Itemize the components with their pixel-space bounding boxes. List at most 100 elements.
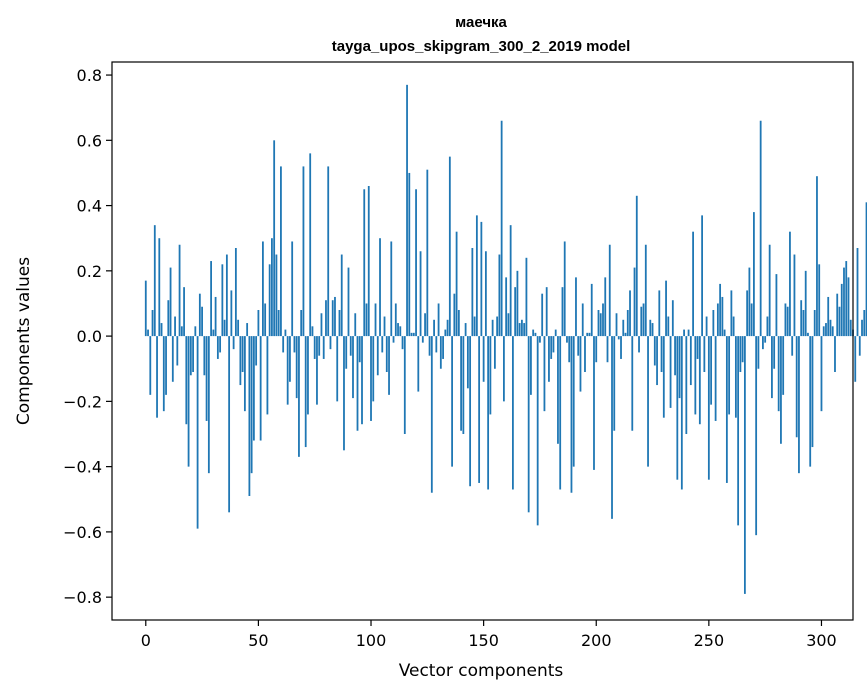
bar — [803, 310, 805, 336]
bar — [206, 336, 208, 421]
bar — [420, 251, 422, 336]
bar — [352, 336, 354, 398]
bar — [298, 336, 300, 457]
bar — [395, 303, 397, 336]
bar — [859, 336, 861, 356]
bar — [447, 320, 449, 336]
bar — [724, 330, 726, 337]
bar — [300, 310, 302, 336]
bar — [573, 336, 575, 467]
bar — [839, 307, 841, 336]
bar — [611, 336, 613, 519]
bar — [546, 287, 548, 336]
bar — [267, 336, 269, 414]
x-tick-label: 200 — [581, 631, 612, 650]
bar — [663, 336, 665, 418]
bar — [600, 313, 602, 336]
bar — [480, 222, 482, 336]
y-tick-label: 0.0 — [77, 327, 102, 346]
bar — [262, 241, 264, 336]
bar — [640, 307, 642, 336]
bar — [271, 238, 273, 336]
bar — [575, 277, 577, 336]
bar — [631, 336, 633, 431]
bar — [688, 330, 690, 337]
bar — [577, 336, 579, 356]
bar — [471, 248, 473, 336]
bar — [591, 284, 593, 336]
bar — [492, 320, 494, 336]
bar — [625, 333, 627, 336]
bar — [431, 336, 433, 493]
bar — [462, 336, 464, 434]
bar — [645, 245, 647, 336]
bar — [845, 261, 847, 336]
bar — [386, 336, 388, 372]
bar — [550, 336, 552, 359]
bar — [498, 255, 500, 337]
bar — [456, 232, 458, 336]
bar — [366, 303, 368, 336]
bar — [850, 320, 852, 336]
bar — [318, 336, 320, 356]
y-tick-label: 0.2 — [77, 262, 102, 281]
x-tick-label: 0 — [141, 631, 151, 650]
bar — [415, 189, 417, 336]
bar — [393, 336, 395, 343]
bar — [321, 313, 323, 336]
bar — [733, 317, 735, 337]
bar — [564, 241, 566, 336]
bar — [161, 323, 163, 336]
bar — [422, 336, 424, 343]
bar — [649, 320, 651, 336]
bar — [212, 330, 214, 337]
bar — [354, 313, 356, 336]
bar — [467, 336, 469, 388]
bar — [708, 336, 710, 480]
bar — [681, 336, 683, 489]
bar — [496, 317, 498, 337]
bar — [832, 326, 834, 336]
bar — [580, 336, 582, 391]
bar — [780, 336, 782, 444]
bar — [208, 336, 210, 473]
bar — [411, 333, 413, 336]
bar — [544, 336, 546, 411]
bar — [433, 320, 435, 336]
bar — [417, 336, 419, 391]
bar — [638, 336, 640, 352]
bar — [453, 294, 455, 336]
bar — [296, 336, 298, 398]
bar — [474, 317, 476, 337]
bar — [469, 336, 471, 486]
bar — [730, 290, 732, 336]
bar — [438, 303, 440, 336]
bar — [170, 268, 172, 337]
bar — [341, 255, 343, 337]
bar — [188, 336, 190, 467]
y-tick-label: −0.2 — [63, 392, 102, 411]
x-axis-label: Vector components — [399, 661, 564, 681]
bar — [721, 297, 723, 336]
bar — [316, 336, 318, 405]
bar — [501, 121, 503, 336]
bar — [248, 336, 250, 496]
bar — [604, 277, 606, 336]
bar — [685, 336, 687, 434]
bar — [458, 310, 460, 336]
bar — [476, 215, 478, 336]
bar — [656, 336, 658, 385]
bar — [244, 336, 246, 411]
bar — [717, 303, 719, 336]
bar — [424, 313, 426, 336]
bar — [764, 336, 766, 343]
y-axis-label: Components values — [14, 257, 34, 425]
bar — [217, 336, 219, 359]
bar — [512, 336, 514, 489]
bar — [602, 303, 604, 336]
bar — [379, 238, 381, 336]
bar — [485, 251, 487, 336]
bar — [767, 317, 769, 337]
bar — [242, 336, 244, 372]
bar — [760, 121, 762, 336]
